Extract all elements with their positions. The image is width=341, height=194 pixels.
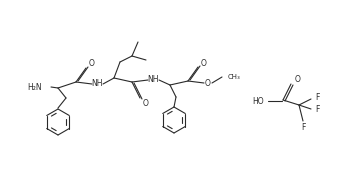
Text: O: O: [201, 59, 207, 68]
Text: HO: HO: [252, 98, 264, 107]
Text: O: O: [295, 75, 301, 85]
Text: F: F: [315, 105, 320, 113]
Text: H₂N: H₂N: [27, 82, 42, 92]
Text: F: F: [315, 93, 320, 101]
Text: F: F: [301, 122, 305, 132]
Text: NH: NH: [91, 79, 103, 87]
Text: NH: NH: [147, 74, 159, 83]
Text: O: O: [205, 79, 211, 87]
Text: CH₃: CH₃: [228, 74, 241, 80]
Text: O: O: [143, 100, 149, 108]
Text: O: O: [89, 60, 95, 68]
